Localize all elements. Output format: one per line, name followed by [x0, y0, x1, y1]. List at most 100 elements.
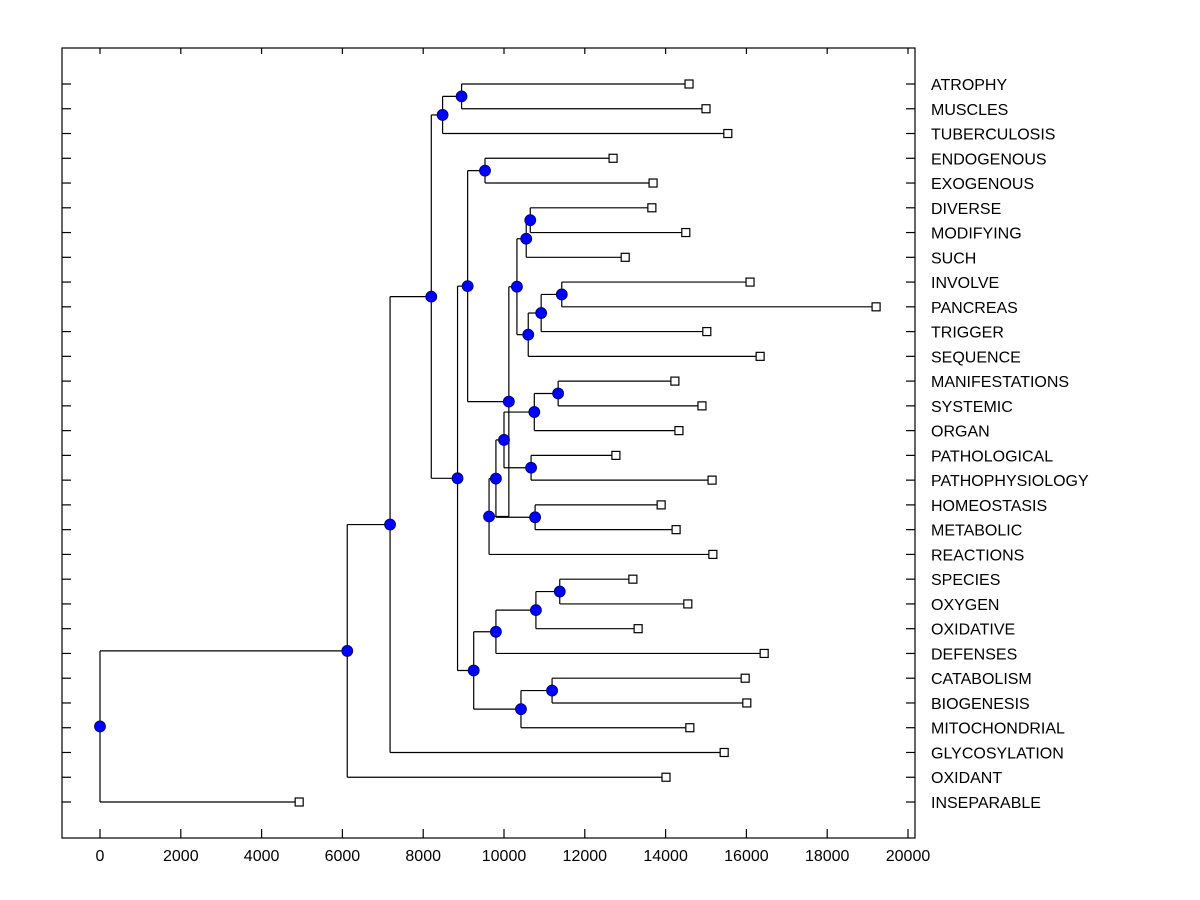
- x-tick-label: 0: [96, 848, 105, 865]
- merge-nodes: [94, 90, 568, 733]
- merge-node: [522, 328, 535, 341]
- leaf-marker: [656, 500, 666, 510]
- leaf-label: SPECIES: [931, 572, 1000, 589]
- plot-frame: [61, 47, 916, 839]
- merge-node: [528, 406, 541, 418]
- merge-node: [520, 232, 533, 245]
- leaf-marker: [633, 624, 643, 634]
- leaf-marker: [742, 698, 752, 708]
- merge-node: [384, 518, 396, 531]
- merge-node: [555, 288, 568, 301]
- leaf-label: SYSTEMIC: [931, 399, 1013, 416]
- leaf-label: OXIDANT: [931, 770, 1002, 787]
- leaf-label: TRIGGER: [931, 325, 1004, 342]
- leaf-markers: [294, 79, 881, 807]
- leaf-marker: [671, 525, 681, 535]
- leaf-marker: [702, 326, 712, 337]
- x-tick-label: 10000: [482, 848, 527, 865]
- leaf-label: DIVERSE: [931, 201, 1001, 218]
- y-axis-ticks: [62, 83, 915, 803]
- leaf-marker: [611, 450, 621, 460]
- leaf-label: INSEPARABLE: [931, 795, 1041, 812]
- leaf-marker: [745, 277, 755, 287]
- leaf-marker: [648, 178, 658, 188]
- leaf-marker: [670, 376, 680, 386]
- leaf-marker: [681, 227, 691, 238]
- merge-node: [425, 290, 438, 303]
- merge-node: [490, 625, 502, 638]
- leaf-label: TUBERCULOSIS: [931, 127, 1055, 144]
- merge-node: [553, 585, 566, 598]
- x-axis-ticks: 0 2000 4000 6000 8000 10000 12000 14000 16000 180…: [96, 48, 931, 865]
- leaf-label: CATABOLISM: [931, 671, 1032, 688]
- leaf-marker: [608, 153, 618, 163]
- leaf-label: GLYCOSYLATION: [931, 745, 1064, 762]
- leaf-label: PATHOPHYSIOLOGY: [931, 473, 1089, 490]
- merge-node: [546, 684, 558, 697]
- leaf-label: HOMEOSTASIS: [931, 498, 1047, 515]
- leaf-marker: [723, 128, 733, 139]
- leaf-label: METABOLIC: [931, 523, 1022, 540]
- leaf-label: ORGAN: [931, 424, 990, 441]
- x-tick-label: 4000: [244, 848, 280, 865]
- leaf-marker: [674, 426, 684, 436]
- x-tick-label: 8000: [405, 848, 441, 865]
- leaf-marker: [620, 252, 630, 262]
- merge-node: [511, 280, 523, 293]
- leaf-label: REACTIONS: [931, 547, 1024, 564]
- leaf-marker: [707, 475, 717, 485]
- leaf-label: ATROPHY: [931, 77, 1007, 94]
- leaf-marker: [628, 574, 638, 584]
- leaf-label: DEFENSES: [931, 646, 1017, 663]
- leaf-label: OXIDATIVE: [931, 622, 1015, 639]
- x-tick-label: 18000: [805, 848, 850, 865]
- merge-node: [490, 472, 502, 485]
- leaf-label: ENDOGENOUS: [931, 151, 1047, 168]
- leaf-labels: ATROPHY MUSCLES TUBERCULOSIS ENDOGENOUS EXOG…: [931, 77, 1089, 812]
- merge-node: [94, 720, 106, 733]
- leaf-marker: [647, 203, 657, 213]
- x-tick-label: 16000: [724, 848, 769, 865]
- leaf-label: PATHOLOGICAL: [931, 448, 1053, 465]
- leaf-label: MUSCLES: [931, 102, 1008, 119]
- leaf-marker: [294, 797, 304, 807]
- leaf-marker: [661, 772, 671, 782]
- merge-node: [483, 510, 495, 523]
- merge-node: [529, 511, 542, 524]
- leaf-marker: [759, 648, 769, 659]
- merge-node: [498, 434, 510, 446]
- merge-node: [525, 461, 537, 474]
- leaf-marker: [684, 79, 694, 89]
- leaf-label: MANIFESTATIONS: [931, 374, 1069, 391]
- merge-node: [552, 387, 565, 400]
- leaf-label: MODIFYING: [931, 226, 1022, 243]
- leaf-marker: [685, 723, 695, 733]
- leaf-label: INVOLVE: [931, 275, 999, 292]
- x-tick-label: 20000: [886, 848, 931, 865]
- leaf-marker: [701, 104, 711, 114]
- dendrogram-links: [99, 83, 877, 803]
- x-tick-label: 14000: [643, 848, 688, 865]
- leaf-label: BIOGENESIS: [931, 696, 1030, 713]
- leaf-label: SUCH: [931, 250, 976, 267]
- merge-node: [479, 164, 491, 177]
- leaf-label: MITOCHONDRIAL: [931, 721, 1065, 738]
- leaf-marker: [683, 599, 693, 609]
- x-tick-label: 6000: [325, 848, 361, 865]
- merge-node: [502, 395, 515, 408]
- leaf-marker: [697, 401, 707, 411]
- leaf-marker: [708, 549, 718, 560]
- merge-node: [467, 664, 480, 677]
- merge-node: [436, 109, 449, 121]
- leaf-label: OXYGEN: [931, 597, 999, 614]
- x-tick-label: 2000: [163, 848, 199, 865]
- leaf-marker: [755, 351, 765, 361]
- leaf-label: SEQUENCE: [931, 349, 1021, 366]
- leaf-label: PANCREAS: [931, 300, 1018, 317]
- leaf-marker: [740, 673, 750, 683]
- leaf-label: EXOGENOUS: [931, 176, 1034, 193]
- x-tick-label: 12000: [563, 848, 608, 865]
- merge-node: [530, 604, 542, 617]
- merge-node: [451, 472, 464, 485]
